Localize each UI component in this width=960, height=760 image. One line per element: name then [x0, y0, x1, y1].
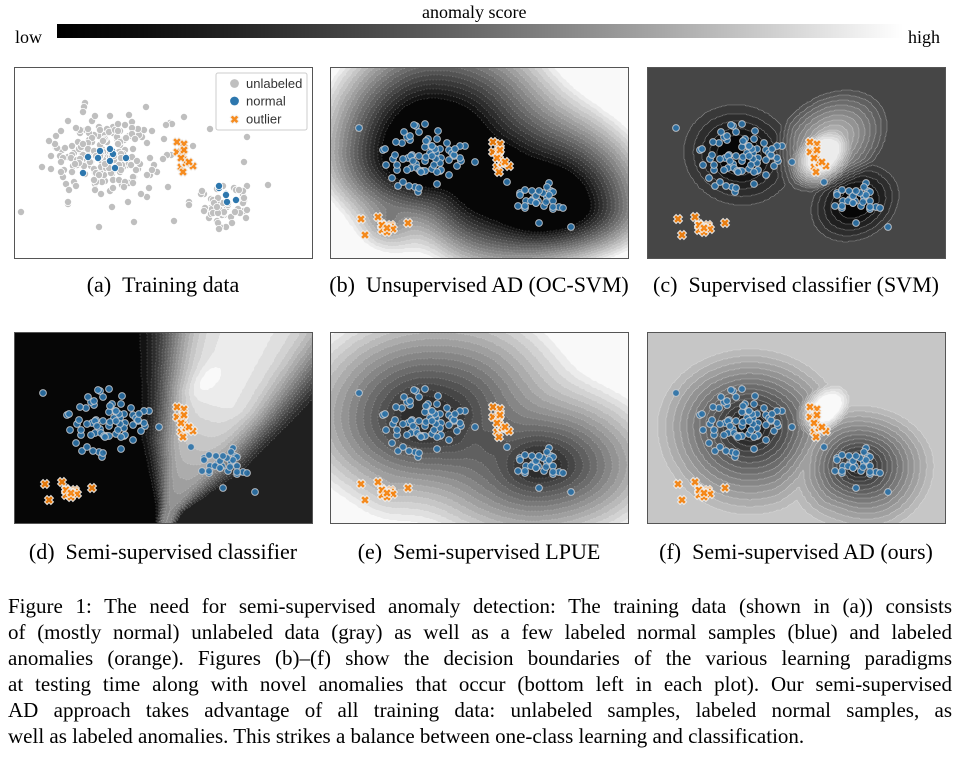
svg-text:unlabeled: unlabeled — [246, 76, 302, 91]
svg-text:normal: normal — [246, 94, 286, 109]
svg-text:outlier: outlier — [246, 112, 282, 127]
